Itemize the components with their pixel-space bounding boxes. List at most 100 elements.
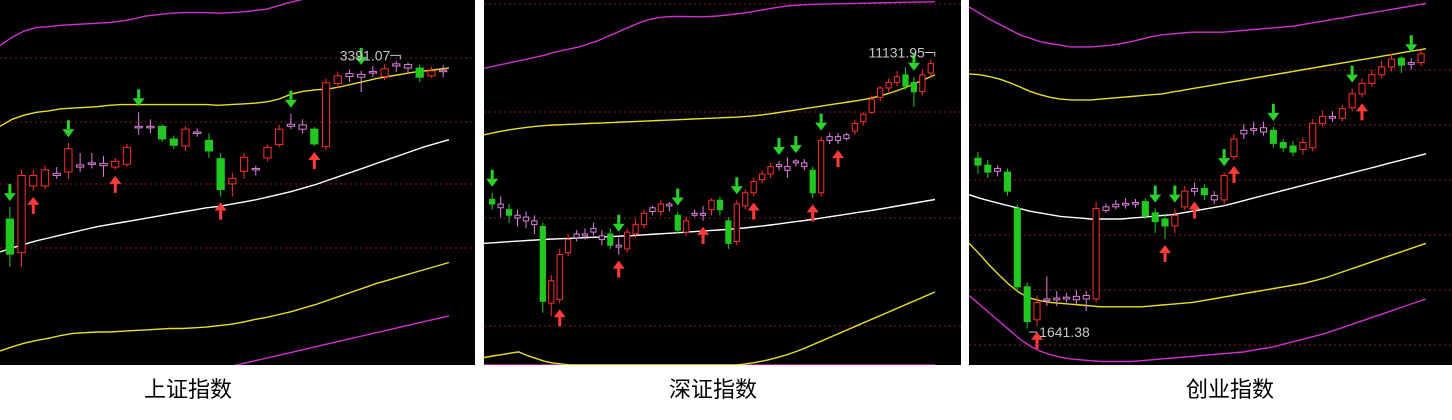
candle [5,207,14,267]
candle [1141,198,1149,219]
candle-body [910,81,918,93]
candle-body [1309,122,1317,149]
candle-body [539,225,546,302]
candle-body [742,192,749,207]
candle-body [357,73,366,78]
candle-body [1210,195,1218,201]
arrow-head [806,204,819,213]
candle-body [919,74,926,93]
min-price-label: 1641.38 [1039,324,1090,340]
candle [40,165,50,190]
candle [1250,121,1258,135]
candle [193,128,202,137]
sell-signal-arrow [730,177,743,195]
candle [775,160,783,171]
buy-signal-arrow [109,175,122,193]
candle-body [725,220,732,244]
candle-body [624,231,631,250]
candle-body [818,139,825,194]
candle [809,166,816,199]
arrow-shaft [137,89,141,99]
outer-upper-band [0,0,304,47]
candle [885,78,892,92]
caption-shenzhen: 深证指数 [668,378,757,403]
candle [708,198,715,216]
arrow-shaft [1350,65,1354,75]
arrow-head [1218,158,1231,167]
sell-signal-arrow [486,169,499,187]
arrow-shaft [617,214,621,224]
buy-signal-arrow [1355,103,1368,121]
candle [666,202,673,212]
candle [1269,126,1277,148]
chinext-kline-chart: 1641.38 [969,2,1452,363]
chart-panel-shenzhen: 11131.95 [484,0,961,365]
candle [927,59,934,77]
buy-signal-arrow [1159,244,1172,262]
candle [893,71,901,87]
candle-body [40,169,50,187]
arrow-shaft [1173,185,1177,195]
candle [1417,49,1425,67]
candle-body [691,212,698,216]
candle-body [834,136,842,141]
arrow-head [832,150,845,159]
arrow-head [109,175,122,184]
candle [357,70,366,92]
candle [725,217,732,249]
arrow-head [1188,201,1201,210]
buy-signal-arrow [612,260,625,278]
candle-body [1112,203,1120,208]
candle [573,230,580,242]
candle [251,165,260,176]
sell-signal-arrow [1218,149,1231,167]
outer-upper-band [969,2,1427,48]
arrow-head [308,152,321,160]
candle [674,211,681,234]
arrow-head [815,122,828,131]
candle-body [607,233,614,246]
arrow-shaft [1232,173,1236,183]
sell-signal-arrow [671,188,684,206]
candle [1230,133,1238,160]
buy-signal-arrow [697,226,710,244]
arrow-head [1355,103,1368,112]
candle-body [1200,188,1208,196]
outer-lower-band [233,315,450,365]
candle-body [716,199,724,211]
candle-body [1181,190,1189,208]
arrow-shaft [777,137,781,147]
candle-body [994,168,1002,172]
arrow-shaft [819,113,823,123]
candle [716,196,724,216]
sell-signal-arrow [284,90,297,108]
candle [994,165,1002,177]
sell-signal-arrow [1267,103,1280,121]
candle-body [893,76,901,83]
candle [792,159,799,167]
candle [984,159,992,179]
arrow-head [553,309,566,318]
candle-body [767,166,774,175]
inner-lower-band [0,261,450,352]
arrow-shaft [558,317,562,327]
candle-body [1417,53,1425,64]
candle [1072,290,1080,305]
candle [122,143,132,168]
candle-body [1023,286,1031,323]
candle [439,65,448,78]
candle [902,67,909,90]
arrow-shaft [1222,149,1226,159]
buy-signal-arrow [832,150,845,168]
candle-body [1161,218,1169,227]
arrow-shaft [359,47,363,57]
sell-signal-arrow [907,53,920,71]
candle [216,153,225,197]
arrow-shaft [113,183,117,193]
sell-signal-arrow [62,120,75,138]
candle [565,233,572,257]
candle-body [1348,93,1356,109]
candle-body [556,254,563,300]
candle [415,64,424,83]
inner-upper-band [484,74,936,136]
